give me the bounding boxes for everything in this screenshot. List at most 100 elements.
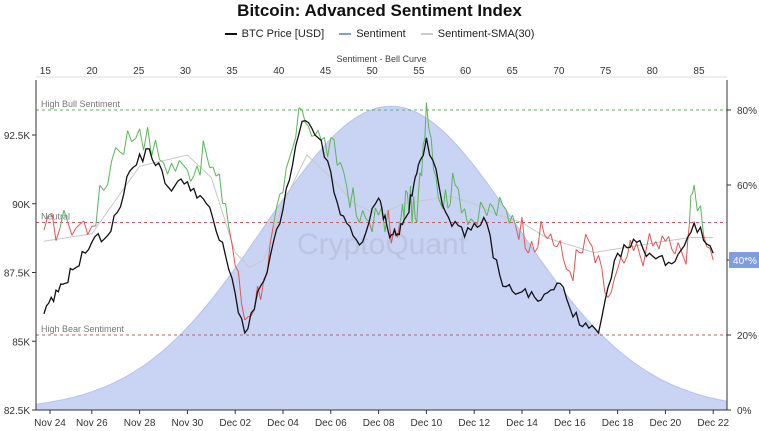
sentiment-segment (387, 210, 392, 244)
sentiment-segment (127, 130, 133, 142)
sentiment-segment (562, 259, 568, 270)
right-tick-label: 20% (737, 331, 757, 342)
sentiment-segment (437, 197, 442, 204)
sentiment-segment (196, 165, 201, 176)
top-tick-label: 65 (507, 66, 519, 77)
top-tick-label: 35 (227, 66, 239, 77)
sentiment-segment (51, 213, 57, 241)
sentiment-segment (449, 172, 454, 205)
legend-label-sma: Sentiment-SMA(30) (437, 28, 535, 40)
top-tick-label: 40 (273, 66, 285, 77)
sentiment-segment (540, 221, 545, 235)
bottom-tick-label: Dec 20 (650, 418, 682, 429)
bottom-tick-label: Nov 26 (76, 418, 108, 429)
sentiment-segment (680, 250, 685, 261)
sentiment-segment (416, 192, 419, 223)
legend-item-price[interactable]: BTC Price [USD] (224, 28, 325, 40)
top-tick-label: 60 (460, 66, 472, 77)
sentiment-segment (454, 184, 459, 190)
sentiment-segment (346, 186, 351, 209)
sentiment-segment (159, 159, 164, 163)
sentiment-segment (422, 139, 426, 145)
sentiment-segment (276, 194, 281, 208)
reference-line-label: Neutral (41, 212, 70, 222)
sentiment-segment (461, 208, 466, 214)
sentiment-segment (131, 138, 136, 143)
top-tick-label: 45 (320, 66, 332, 77)
sentiment-segment (47, 212, 53, 217)
sentiment-segment (352, 187, 357, 216)
sentiment-segment (591, 246, 596, 264)
sentiment-segment (179, 160, 184, 166)
sentiment-segment (123, 130, 129, 155)
left-tick-label: 82.5K (4, 406, 30, 417)
sentiment-segment (174, 160, 180, 172)
sentiment-segment (636, 242, 641, 256)
legend-item-sentiment[interactable]: Sentiment (339, 28, 406, 40)
current-value-badge-label: 40*% (733, 256, 757, 267)
sentiment-segment (703, 235, 708, 247)
sentiment-segment (688, 195, 692, 226)
sentiment-segment (323, 137, 329, 158)
legend-item-sma[interactable]: Sentiment-SMA(30) (420, 28, 535, 40)
sentiment-segment (531, 241, 536, 253)
sentiment-segment (623, 256, 628, 264)
top-tick-label: 15 (40, 66, 52, 77)
sentiment-segment (103, 184, 109, 191)
top-tick-label: 75 (600, 66, 612, 77)
legend-label-price: BTC Price [USD] (241, 28, 325, 40)
sentiment-segment (433, 169, 437, 177)
sentiment-segment (365, 218, 370, 222)
top-tick-label: 80 (647, 66, 659, 77)
sentiment-segment (349, 187, 354, 209)
sentiment-segment (237, 271, 243, 305)
price-layer (43, 120, 714, 335)
sentiment-segment (655, 241, 660, 250)
sentiment-segment (620, 257, 625, 264)
sentiment-segment (480, 201, 485, 209)
sentiment-segment (502, 205, 507, 210)
sentiment-segment (706, 246, 711, 249)
sentiment-segment (661, 235, 666, 242)
sentiment-segment (668, 236, 673, 250)
bottom-tick-label: Dec 14 (506, 418, 538, 429)
sentiment-segment (55, 228, 61, 241)
sentiment-segment (527, 241, 533, 254)
sentiment-segment (521, 216, 526, 249)
sentiment-segment (499, 197, 504, 206)
sentiment-segment (218, 173, 223, 204)
sentiment-segment (424, 102, 427, 140)
sentiment-segment (524, 248, 529, 254)
sentiment-segment (288, 148, 294, 159)
sentiment-segment (585, 233, 590, 242)
sentiment-segment (111, 147, 117, 161)
sentiment-segment (652, 241, 657, 247)
sentiment-segment (693, 184, 698, 211)
sentiment-segment (400, 204, 403, 219)
sentiment-segment (67, 222, 73, 236)
sentiment-segment (143, 127, 149, 151)
sentiment-segment (582, 234, 587, 254)
sentiment-segment (193, 165, 198, 177)
axes-layer: 82.5K85K87.5K90K92.5K0%20%40%60%80%40*%N… (4, 54, 759, 429)
sentiment-segment (435, 176, 439, 198)
sentiment-segment (228, 226, 233, 245)
sentiment-segment (483, 207, 488, 216)
sentiment-segment (505, 209, 510, 224)
reference-line-label: High Bull Sentiment (41, 99, 121, 109)
sentiment-segment (209, 166, 214, 169)
sentiment-segment (687, 225, 690, 242)
watermark-text: CryptoQuant (297, 228, 468, 261)
sentiment-segment (633, 242, 638, 252)
top-tick-label: 55 (413, 66, 425, 77)
sentiment-segment (135, 128, 141, 139)
sentiment-segment (244, 316, 249, 321)
sentiment-segment (234, 265, 239, 272)
legend-swatch-sma (420, 33, 433, 35)
sentiment-segment (368, 221, 373, 232)
sentiment-segment (95, 185, 101, 226)
sentiment-segment (685, 241, 689, 265)
sentiment-segment (79, 220, 85, 225)
right-tick-label: 60% (737, 181, 757, 192)
